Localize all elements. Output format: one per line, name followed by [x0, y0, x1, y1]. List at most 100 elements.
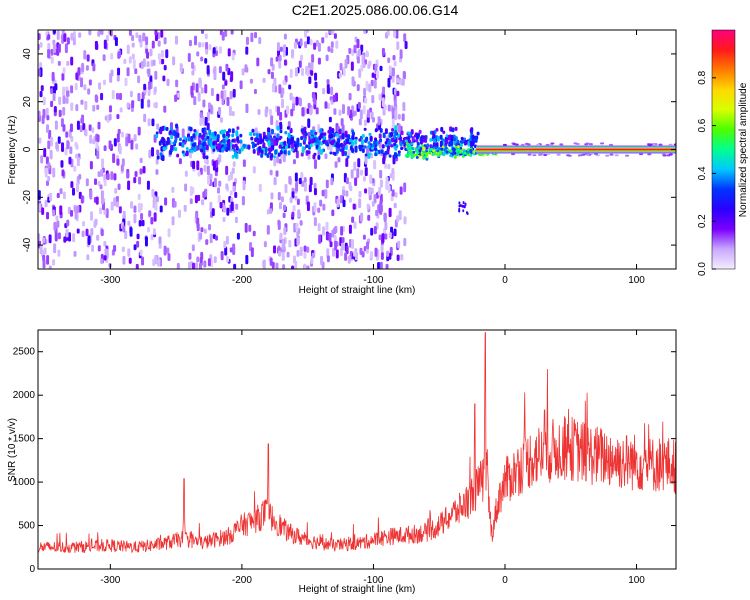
spectrogram-cell	[396, 90, 400, 97]
spectrogram-cell	[315, 107, 319, 115]
spectrogram-cell	[87, 235, 91, 245]
spectrogram-cell	[114, 188, 118, 194]
spectrogram-cell	[344, 150, 348, 157]
spectrogram-cell	[300, 136, 304, 141]
spectrogram-cell	[251, 128, 255, 133]
spectrogram-cell	[256, 139, 260, 146]
spectrogram-cell	[205, 48, 209, 55]
spectrogram-cell	[271, 138, 275, 143]
spectrogram-cell	[236, 136, 240, 142]
spectrogram-cell	[282, 79, 286, 85]
spectrogram-cell	[296, 231, 300, 237]
spectrogram-cell	[329, 241, 333, 248]
spectrogram-cell	[290, 108, 294, 117]
spectrogram-cell	[84, 101, 88, 111]
spectrogram-cell	[291, 265, 295, 269]
spectrogram-cell	[270, 115, 274, 125]
spectrogram-cell	[292, 102, 296, 112]
spectrogram-cell	[66, 219, 70, 227]
spectrogram-cell	[379, 204, 383, 213]
spectrogram-cell	[133, 134, 137, 142]
spectrogram-cell	[229, 90, 233, 100]
spectrogram-cell	[348, 47, 352, 55]
spectrogram-cell	[159, 129, 163, 135]
spectrogram-cell	[50, 136, 54, 147]
spectrogram-cell	[110, 52, 114, 60]
spectrogram-cell	[227, 174, 231, 182]
spectrogram-cell	[137, 202, 141, 213]
spectrogram-cell	[179, 63, 183, 73]
spectrogram-cell	[276, 42, 280, 51]
spectrogram-cell	[122, 210, 126, 221]
spectrogram-cell	[44, 199, 48, 208]
spectrogram-cell	[299, 220, 303, 226]
spectrogram-cell	[191, 146, 195, 151]
spectrogram-cell	[292, 159, 296, 165]
spectrogram-cell	[131, 100, 135, 109]
spectrogram-cell	[325, 142, 329, 146]
spectrogram-cell	[205, 155, 209, 160]
spectrogram-cell	[429, 147, 433, 151]
spectrogram-cell	[70, 210, 74, 217]
spectrogram-cell	[278, 61, 282, 69]
spectrogram-cell	[277, 152, 281, 157]
spectrogram-cell	[148, 82, 152, 90]
spectrogram-cell	[420, 152, 424, 156]
spectrogram-cell	[273, 177, 277, 186]
spectrogram-cell	[451, 127, 455, 133]
spectrogram-cell	[102, 79, 106, 86]
spectrogram-cell	[387, 184, 391, 193]
snr-x-axis: -300 -200 -100 0 100	[100, 330, 645, 586]
spectrogram-cell	[206, 122, 210, 131]
spectrogram-cell	[163, 245, 167, 256]
y-tick-label: 0	[22, 146, 33, 152]
spectrogram-cell	[218, 66, 222, 74]
spectrogram-cell	[577, 154, 582, 157]
spectrogram-cell	[363, 245, 367, 252]
spectrogram-cell	[566, 154, 571, 157]
spectrogram-cell	[306, 30, 310, 33]
spectrogram-cell	[338, 128, 342, 135]
spectrogram-cell	[385, 176, 389, 184]
spectrogram-cell	[120, 131, 124, 138]
spectrogram-cell	[207, 258, 211, 267]
spectrogram-cell	[48, 234, 52, 244]
spectrogram-cell	[139, 168, 143, 175]
spectrogram-cell	[400, 146, 404, 151]
spectrogram-cell	[117, 67, 121, 76]
spectrogram-cell	[334, 161, 338, 168]
spectrogram-cell	[336, 198, 340, 208]
spectrogram-cell	[97, 121, 101, 130]
spectrogram-cell	[303, 137, 307, 142]
spectrogram-cell	[299, 38, 303, 47]
spectrogram-cell	[212, 161, 216, 171]
spectrogram-cell	[158, 140, 162, 146]
spectrogram-cell	[394, 152, 398, 159]
spectrogram-cell	[367, 214, 371, 221]
spectrogram-cell	[266, 209, 270, 215]
spectrogram-cell	[160, 50, 164, 58]
spectrogram-cell	[363, 119, 367, 127]
spectrogram-cell	[293, 41, 297, 49]
spectrogram-cell	[83, 129, 87, 136]
spectrogram-cell	[181, 128, 185, 138]
spectrogram-cell	[373, 226, 377, 235]
spectrogram-cell	[451, 147, 455, 151]
spectrogram-cell	[62, 94, 66, 105]
spectrogram-cell	[303, 182, 307, 192]
spectrogram-cell	[345, 245, 349, 255]
spectrogram-cell	[532, 154, 537, 157]
spectrogram-cell	[426, 143, 430, 148]
spectrogram-cell	[527, 153, 532, 156]
spectrogram-cell	[331, 30, 335, 35]
spectrogram-cell	[162, 75, 166, 82]
spectrogram-cell	[96, 104, 100, 110]
spectrogram-cell	[234, 143, 238, 148]
spectrogram-cell	[511, 153, 516, 156]
spectrogram-cell	[393, 99, 397, 107]
spectrogram-cell	[449, 126, 453, 132]
spectrogram-cell	[543, 154, 548, 157]
spectrogram-cell	[52, 30, 56, 34]
spectrogram-cell	[315, 144, 319, 149]
spectrogram-cell	[350, 61, 354, 71]
